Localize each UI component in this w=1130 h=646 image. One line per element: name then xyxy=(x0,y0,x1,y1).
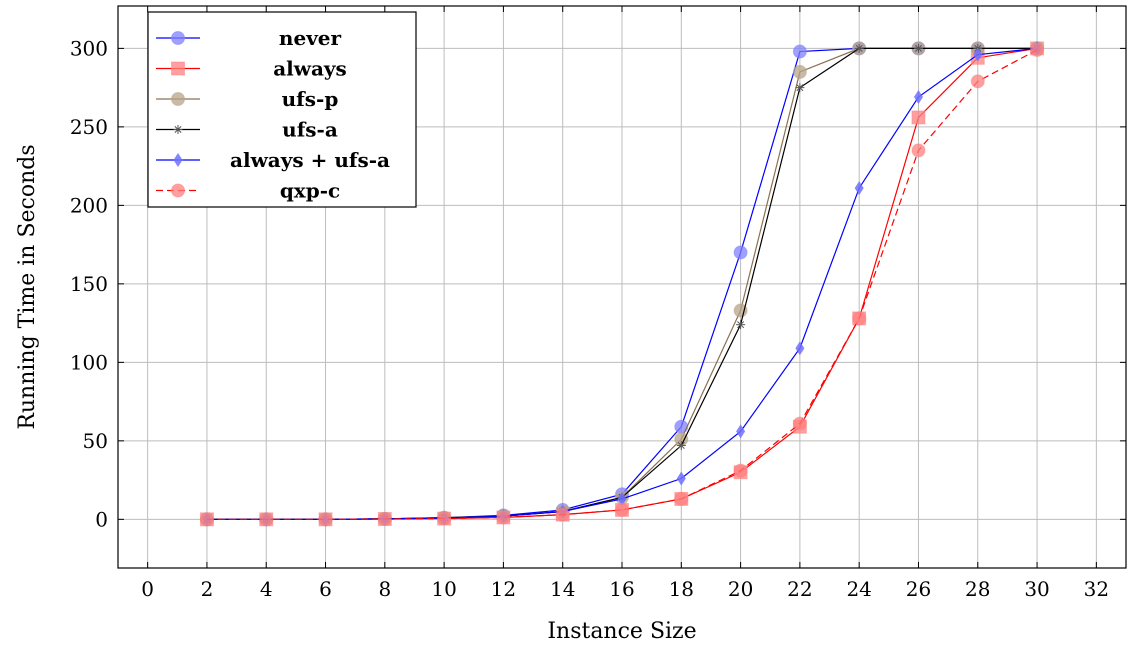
data-point-always-ufs-a xyxy=(973,47,983,62)
legend-label-never: never xyxy=(279,26,342,50)
data-point-qxp-c xyxy=(733,463,748,478)
data-point-ufs-p xyxy=(792,64,807,79)
legend-label-always: always xyxy=(273,57,347,81)
x-tick-label: 14 xyxy=(550,577,575,601)
x-tick-label: 4 xyxy=(260,577,273,601)
data-point-always-ufs-a xyxy=(736,424,746,439)
legend-marker-qxp-c xyxy=(171,183,185,198)
data-point-qxp-c xyxy=(496,510,511,525)
data-point-qxp-c xyxy=(674,491,689,506)
grid xyxy=(118,6,1126,568)
x-tick-label: 30 xyxy=(1024,577,1049,601)
axis-ticks: 0 2 4 6 8 10 12 14 16 18 20 22 24 26 28 30 3205010015020… xyxy=(70,6,1126,601)
x-tick-label: 10 xyxy=(431,577,456,601)
plot-series xyxy=(199,41,1045,527)
data-point-qxp-c xyxy=(1030,42,1045,57)
y-tick-label: 50 xyxy=(83,429,108,453)
data-point-never xyxy=(733,245,748,260)
data-point-qxp-c xyxy=(259,512,274,527)
y-tick-label: 300 xyxy=(70,36,108,60)
data-point-qxp-c xyxy=(318,512,333,527)
series-qxp-c xyxy=(199,42,1045,527)
x-tick-label: 20 xyxy=(728,577,753,601)
legend: never always ufs-p ufs-a always + ufs-a qxp-c xyxy=(147,11,417,208)
data-point-qxp-c xyxy=(852,311,867,326)
x-tick-label: 6 xyxy=(319,577,332,601)
data-point-qxp-c xyxy=(970,74,985,89)
y-axis-label: Running Time in Seconds xyxy=(15,144,40,429)
legend-marker-ufs-a xyxy=(173,125,183,134)
data-point-always xyxy=(911,110,926,125)
data-point-always-ufs-a xyxy=(676,471,686,486)
legend-marker-ufs-p xyxy=(171,92,185,106)
x-tick-label: 8 xyxy=(378,577,391,601)
y-tick-label: 150 xyxy=(70,272,108,296)
legend-marker-always xyxy=(171,61,185,76)
x-tick-label: 18 xyxy=(669,577,694,601)
legend-label-qxp-c: qxp-c xyxy=(280,179,340,203)
x-tick-label: 28 xyxy=(965,577,990,601)
data-point-always-ufs-a xyxy=(913,90,923,105)
data-point-qxp-c xyxy=(911,143,926,158)
y-tick-label: 100 xyxy=(70,350,108,374)
x-tick-label: 24 xyxy=(846,577,871,601)
series-line-qxp-c xyxy=(206,49,1038,520)
y-tick-label: 250 xyxy=(70,115,108,139)
x-tick-label: 2 xyxy=(201,577,214,601)
data-point-qxp-c xyxy=(437,511,452,526)
data-point-always-ufs-a xyxy=(617,491,627,506)
data-point-ufs-a xyxy=(676,441,686,451)
legend-marker-always-ufs-a xyxy=(173,153,183,167)
data-point-always-ufs-a xyxy=(854,181,864,196)
data-point-ufs-a xyxy=(736,320,746,330)
data-point-always-ufs-a xyxy=(795,341,805,356)
legend-box xyxy=(147,11,417,208)
x-tick-label: 26 xyxy=(906,577,931,601)
y-tick-label: 0 xyxy=(95,507,108,531)
x-tick-label: 22 xyxy=(787,577,812,601)
data-point-qxp-c xyxy=(555,507,570,522)
legend-label-always-ufs-a: always + ufs-a xyxy=(230,148,390,172)
x-tick-label: 32 xyxy=(1084,577,1109,601)
data-point-never xyxy=(674,419,689,434)
data-point-ufs-a xyxy=(795,83,805,93)
x-tick-label: 16 xyxy=(609,577,634,601)
legend-label-ufs-a: ufs-a xyxy=(282,118,338,142)
data-point-qxp-c xyxy=(792,416,807,431)
data-point-ufs-a xyxy=(913,43,923,53)
x-tick-label: 12 xyxy=(491,577,516,601)
data-point-ufs-a xyxy=(854,43,864,53)
data-point-qxp-c xyxy=(377,512,392,527)
y-tick-label: 200 xyxy=(70,193,108,217)
data-point-qxp-c xyxy=(615,502,629,517)
x-tick-label: 0 xyxy=(141,577,154,601)
legend-marker-never xyxy=(171,31,185,45)
x-axis-label: Instance Size xyxy=(547,619,696,644)
data-point-never xyxy=(792,44,807,59)
data-point-qxp-c xyxy=(199,512,214,527)
legend-label-ufs-p: ufs-p xyxy=(282,87,339,111)
